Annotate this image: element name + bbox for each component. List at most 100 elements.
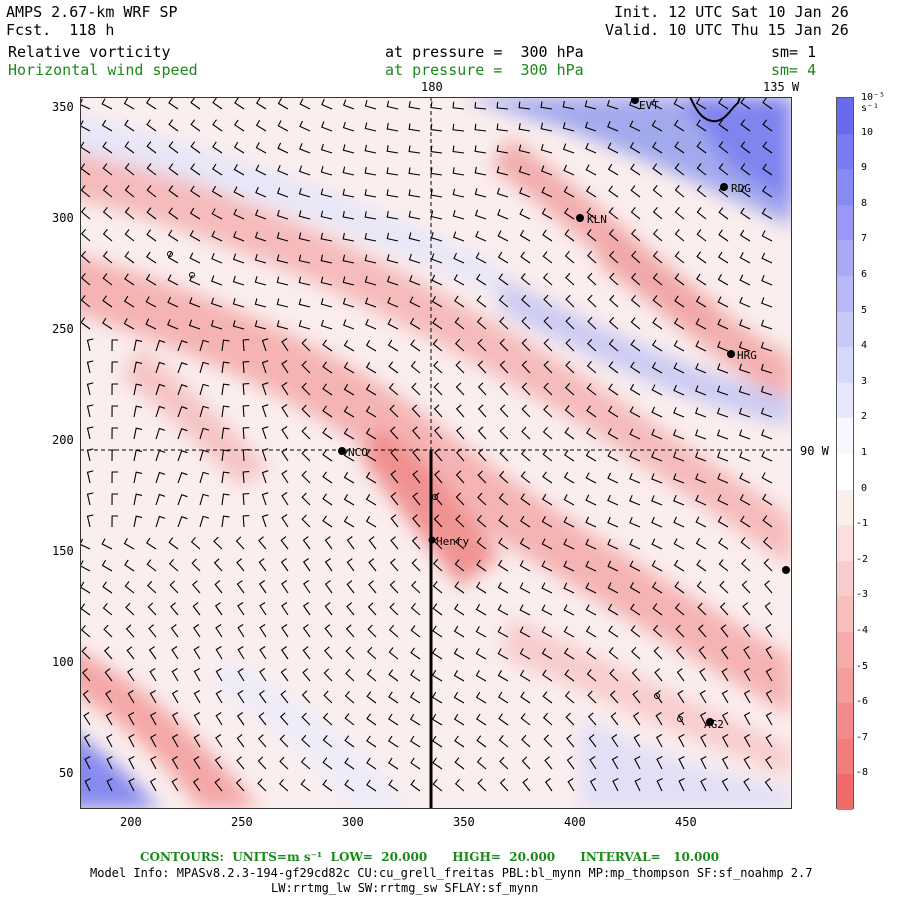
wind-barb [221,515,230,528]
wind-barb [259,668,267,682]
wind-barb [609,668,619,682]
wind-barb [215,690,223,704]
map-plot[interactable]: EVT RDG KLN HRG NCO Henry AG2 [80,97,792,809]
station-dot[interactable] [576,214,584,222]
wind-barb [364,189,377,198]
wind-barb [342,188,355,198]
wind-barb [607,516,619,528]
wind-barb [155,515,166,528]
colorbar-block [837,667,853,704]
wind-barb [390,514,399,528]
wind-barb [543,294,553,308]
colorbar-block [837,382,853,419]
colorbar-block [837,133,853,170]
wind-barb [280,690,289,704]
wind-barb [155,383,166,396]
wind-barb [277,98,289,110]
wind-barb [765,690,773,704]
x-tick: 450 [675,815,697,829]
wind-barb [722,734,729,748]
wind-barb [301,690,311,704]
wind-barb [678,734,685,748]
wind-barb [101,559,113,572]
wind-barb [540,122,553,132]
wind-barb [302,536,311,550]
wind-barb [342,276,355,286]
wind-barb [476,559,487,572]
wind-barb [608,207,619,220]
wind-barb [542,691,553,704]
field2-level: at pressure = 300 hPa [385,61,584,79]
wind-barb [301,360,311,374]
wind-barb [563,186,575,198]
wind-barb [540,101,553,110]
wind-barb [762,141,773,154]
wind-barb [696,163,707,176]
wind-barb [699,690,707,704]
wind-barb [700,734,707,748]
colorbar-label: -4 [856,625,869,636]
wind-barb [634,778,641,792]
wind-barb [765,734,773,748]
wind-barb [651,362,663,374]
wind-barb [177,406,188,418]
station-dot[interactable] [428,536,436,544]
wind-barb [762,97,773,110]
wind-barb [430,145,443,154]
wind-barb [565,338,575,352]
wind-barb [408,123,421,132]
wind-barb [124,273,135,286]
colorbar-label: 6 [861,269,868,280]
wind-barb [149,712,157,726]
station-dot[interactable] [706,718,714,726]
wind-barb [433,514,443,528]
wind-barb [366,691,377,704]
wind-barb [674,295,685,308]
station-dot[interactable] [631,97,639,104]
wind-barb [111,383,119,396]
station-dot[interactable] [727,350,735,358]
wind-barb [652,228,663,242]
wind-barb [257,756,267,770]
wind-barb [452,231,465,242]
colorbar-block [837,276,853,313]
wind-barb [320,254,333,264]
wind-barb [760,297,773,308]
wind-barb [221,449,230,462]
field1-name: Relative vorticity [8,43,171,61]
y-tick: 150 [52,544,74,558]
wind-barb [155,449,166,462]
wind-barb [521,382,531,396]
wind-barb [80,250,91,264]
wind-barb [475,626,487,638]
wind-barb [254,231,267,242]
wind-barb [453,648,465,660]
station-dot[interactable] [720,183,728,191]
wind-barb [261,360,269,374]
wind-barb [651,339,663,352]
wind-barb [80,185,91,198]
wind-barb [277,142,289,154]
colorbar-block [837,454,853,491]
station-label-hrg: HRG [737,349,757,362]
station-dot[interactable] [338,447,346,455]
lon-label-180: 180 [421,80,443,94]
wind-barb [149,690,157,704]
wind-barb [320,298,333,308]
wind-barb [258,558,267,572]
wind-barb [386,189,399,198]
wind-barb [695,295,707,308]
wind-barb [587,316,597,330]
wind-barb [652,206,663,220]
wind-barb [235,536,245,550]
wind-barb [674,141,685,154]
wind-barb [498,537,509,550]
wind-barb [81,646,91,660]
wind-barb [124,119,135,132]
wind-barb [718,119,729,132]
wind-barb [565,272,575,286]
wind-barb [101,538,113,550]
wind-barb [128,734,135,748]
wind-barb [171,712,179,726]
station-dot[interactable] [782,566,790,574]
